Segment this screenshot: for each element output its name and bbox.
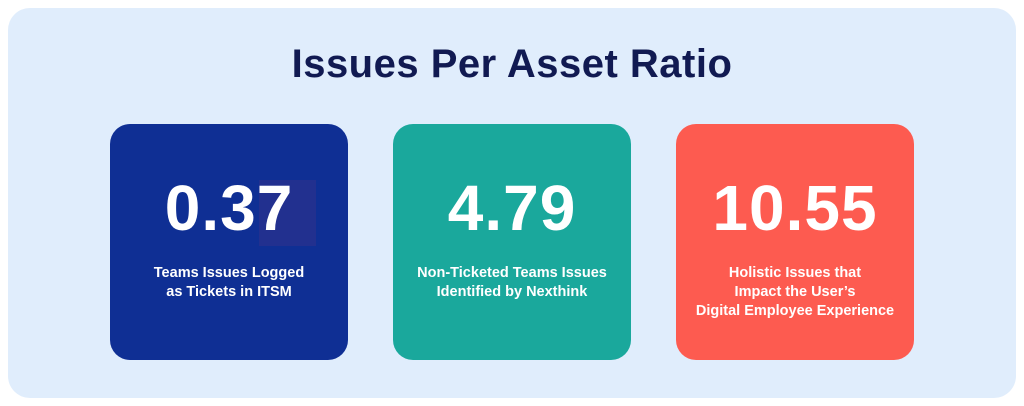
label-line: Digital Employee Experience [695,303,895,319]
label-line: Non-Ticketed Teams Issues [417,265,607,281]
stat-card-tickets: 0.37 Teams Issues Logged as Tickets in I… [110,124,348,360]
stat-label: Teams Issues Logged as Tickets in ITSM [120,264,338,302]
stat-card-holistic: 10.55 Holistic Issues that Impact the Us… [676,124,914,360]
label-line: Impact the User’s [734,284,856,300]
label-line: Teams Issues Logged [153,265,305,281]
stat-value: 4.79 [447,172,577,244]
label-line: as Tickets in ITSM [166,284,292,300]
page-title: Issues Per Asset Ratio [291,42,733,86]
stat-label: Holistic Issues that Impact the User’s D… [686,264,904,321]
stat-value: 0.37 [164,172,294,244]
stat-card-non-ticketed: 4.79 Non-Ticketed Teams Issues Identifie… [393,124,631,360]
stat-label: Non-Ticketed Teams Issues Identified by … [403,264,621,302]
highlight-block [259,180,316,246]
label-line: Identified by Nexthink [436,284,588,300]
label-line: Holistic Issues that [728,265,862,281]
stat-value: 10.55 [712,172,878,244]
